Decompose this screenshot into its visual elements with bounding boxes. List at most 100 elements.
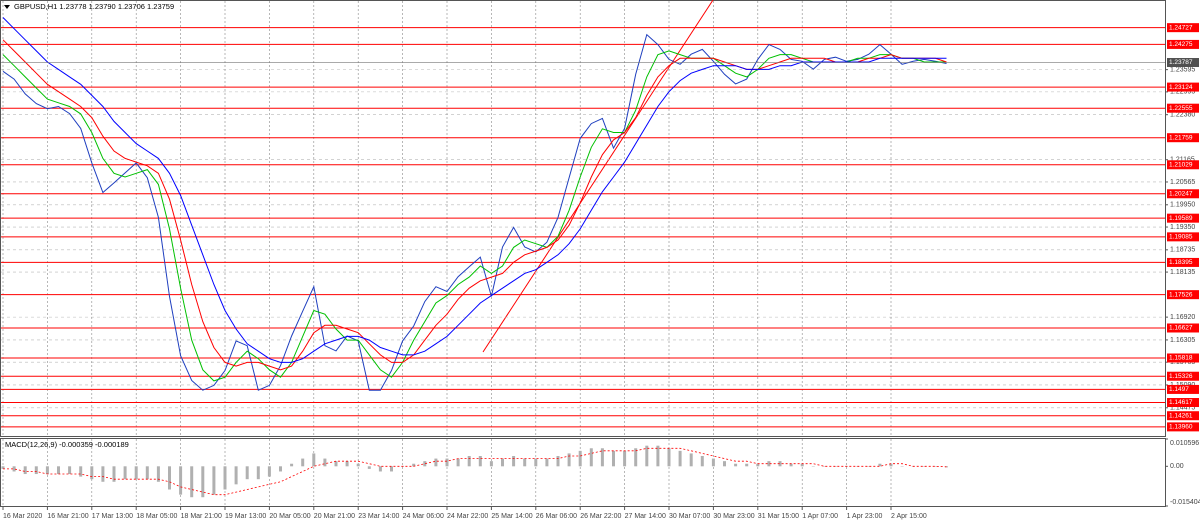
- macd-bar: [445, 458, 449, 467]
- macd-bar: [279, 466, 282, 472]
- x-tick-label: 30 Mar 23:00: [713, 513, 754, 520]
- level-label-bg: [1167, 384, 1199, 394]
- macd-bar: [778, 461, 782, 467]
- x-tick-label: 23 Mar 14:00: [358, 513, 399, 520]
- macd-bar: [734, 463, 738, 467]
- level-label: 1.14261: [1169, 412, 1193, 419]
- level-label-bg: [1167, 232, 1199, 242]
- level-label-bg: [1167, 160, 1199, 170]
- macd-bar: [323, 458, 327, 467]
- macd-bar: [945, 466, 948, 468]
- level-label: 1.22555: [1169, 105, 1193, 112]
- menu-arrow: [4, 5, 10, 9]
- price-line: [2, 39, 947, 371]
- current-price-bg: [1167, 58, 1199, 68]
- macd-bar: [345, 461, 349, 467]
- level-label: 1.19085: [1169, 234, 1193, 241]
- macd-bar: [234, 466, 238, 485]
- level-label: 1.21029: [1169, 161, 1193, 168]
- x-tick-label: 20 Mar 21:00: [314, 513, 355, 520]
- y-tick-label: -0.015404: [1170, 499, 1200, 506]
- y-tick-label: 1.15705: [1170, 359, 1195, 366]
- macd-bar: [567, 453, 571, 467]
- macd-bar: [878, 463, 882, 467]
- macd-bar: [212, 466, 216, 495]
- macd-bar: [600, 448, 604, 467]
- level-label-bg: [1167, 133, 1199, 143]
- level-label-bg: [1167, 257, 1199, 267]
- x-tick-label: 16 Mar 21:00: [47, 513, 88, 520]
- macd-bar: [523, 458, 527, 467]
- level-label: 1.16627: [1169, 325, 1193, 332]
- price-line: [2, 50, 947, 382]
- trendline: [482, 0, 714, 353]
- macd-bar: [578, 450, 582, 467]
- level-label-bg: [1167, 290, 1199, 300]
- macd-bar: [245, 466, 249, 480]
- macd-bar: [301, 458, 305, 467]
- x-tick-label: 18 Mar 05:00: [136, 513, 177, 520]
- level-label: 1.24275: [1169, 41, 1193, 48]
- x-tick-label: 24 Mar 06:00: [403, 513, 444, 520]
- y-tick-label: 1.21165: [1170, 157, 1195, 164]
- macd-title: MACD(12,26,9) -0.000359 -0.000189: [5, 440, 129, 449]
- macd-bar: [412, 463, 416, 467]
- level-label-bg: [1167, 323, 1199, 333]
- macd-bar: [623, 450, 627, 467]
- macd-bar: [467, 455, 471, 467]
- level-label-bg: [1167, 422, 1199, 432]
- y-tick-label: 1.19950: [1170, 202, 1195, 209]
- x-tick-label: 20 Mar 05:00: [269, 513, 310, 520]
- level-label-bg: [1167, 411, 1199, 421]
- y-tick-label: 1.22380: [1170, 112, 1195, 119]
- macd-bar: [756, 463, 760, 467]
- macd-bar: [656, 445, 660, 467]
- macd-frame: [0, 438, 1166, 507]
- level-label: 1.19589: [1169, 215, 1193, 222]
- macd-bar: [534, 458, 538, 467]
- macd-bar: [434, 458, 438, 467]
- macd-bar: [501, 458, 504, 467]
- macd-bar: [223, 466, 227, 490]
- macd-bar: [512, 455, 516, 467]
- macd-bar: [390, 466, 393, 472]
- y-tick-label: 1.22995: [1170, 89, 1195, 96]
- macd-bar: [68, 466, 72, 475]
- macd-bar: [334, 461, 338, 467]
- macd-bar: [745, 463, 749, 467]
- macd-bar: [312, 453, 316, 467]
- macd-bar: [179, 466, 183, 495]
- level-label-bg: [1167, 398, 1199, 408]
- level-label: 1.1497: [1169, 386, 1189, 393]
- macd-bar: [800, 463, 804, 467]
- x-tick-label: 18 Mar 21:00: [181, 513, 222, 520]
- y-tick-label: 1.16920: [1170, 314, 1195, 321]
- x-tick-label: 16 Mar 2020: [3, 513, 42, 520]
- y-tick-label: 0.00: [1170, 463, 1184, 470]
- y-tick-label: 1.23595: [1170, 66, 1195, 73]
- macd-bar: [57, 466, 60, 475]
- macd-bar: [700, 455, 704, 467]
- y-tick-label: 1.18135: [1170, 269, 1195, 276]
- y-tick-label: 1.19350: [1170, 224, 1195, 231]
- macd-bar: [1, 466, 5, 469]
- macd-bar: [367, 466, 371, 469]
- x-tick-label: 1 Apr 07:00: [802, 513, 838, 520]
- macd-bar: [23, 466, 27, 475]
- level-label-bg: [1167, 353, 1199, 363]
- macd-bar: [667, 448, 671, 467]
- level-label: 1.21759: [1169, 134, 1193, 141]
- level-label-bg: [1167, 371, 1199, 381]
- level-label: 1.15818: [1169, 355, 1193, 362]
- macd-bar: [456, 458, 460, 467]
- macd-bar: [612, 450, 615, 467]
- chart-title: GBPUSD,H1 1.23778 1.23790 1.23706 1.2375…: [14, 2, 174, 11]
- price-line: [2, 17, 947, 363]
- x-tick-label: 17 Mar 13:00: [92, 513, 133, 520]
- macd-bar: [45, 466, 49, 475]
- x-tick-label: 27 Mar 14:00: [625, 513, 666, 520]
- macd-bar: [711, 458, 715, 467]
- price-frame: [0, 0, 1166, 437]
- level-label: 1.13960: [1169, 424, 1193, 431]
